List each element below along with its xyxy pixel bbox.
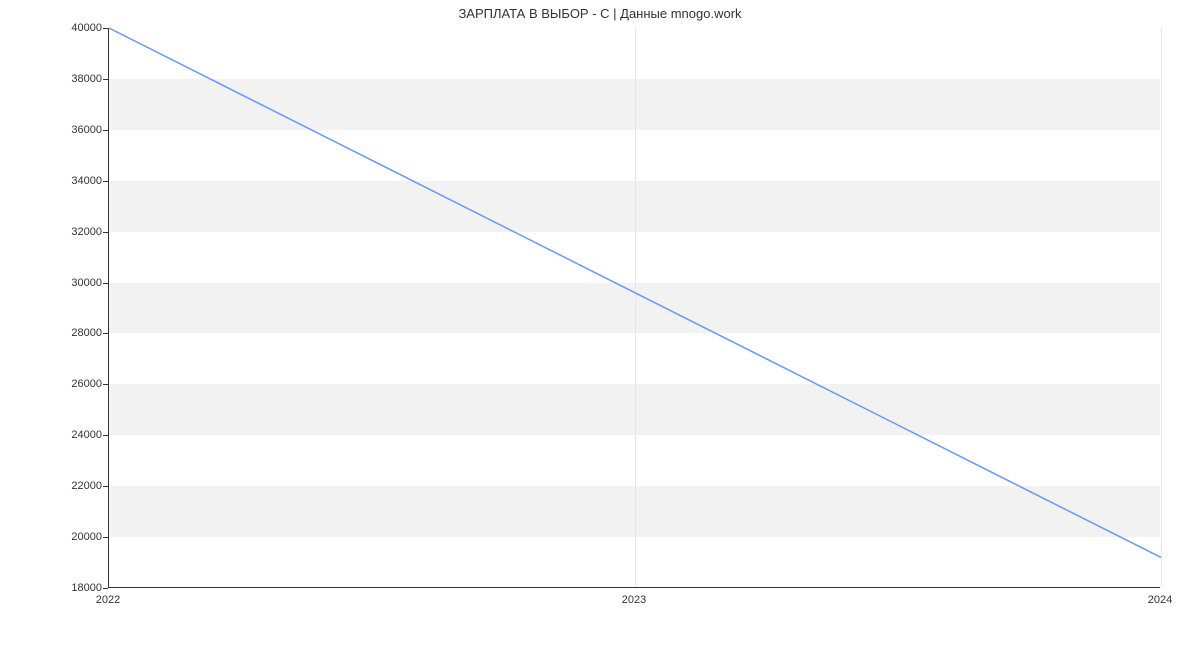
y-axis-tick-mark: [103, 537, 108, 538]
y-axis-tick-label: 18000: [42, 582, 102, 594]
plot-area: [108, 28, 1160, 588]
y-axis-tick-label: 32000: [42, 226, 102, 238]
y-axis-tick-label: 22000: [42, 480, 102, 492]
y-axis-tick-mark: [103, 435, 108, 436]
y-axis-tick-label: 28000: [42, 327, 102, 339]
x-axis-tick-label: 2024: [1148, 594, 1172, 606]
y-axis-tick-label: 20000: [42, 531, 102, 543]
y-axis-tick-label: 34000: [42, 175, 102, 187]
y-axis-tick-mark: [103, 130, 108, 131]
y-axis-tick-label: 36000: [42, 124, 102, 136]
y-axis-tick-mark: [103, 232, 108, 233]
line-series-layer: [109, 28, 1160, 587]
y-axis-tick-label: 40000: [42, 22, 102, 34]
gridline-vertical: [1161, 28, 1162, 587]
line-series: [109, 28, 1161, 557]
y-axis-tick-mark: [103, 588, 108, 589]
y-axis-tick-label: 30000: [42, 277, 102, 289]
y-axis-tick-mark: [103, 28, 108, 29]
y-axis-tick-mark: [103, 283, 108, 284]
y-axis-tick-label: 26000: [42, 378, 102, 390]
y-axis-tick-mark: [103, 486, 108, 487]
salary-line-chart: ЗАРПЛАТА В ВЫБОР - С | Данные mnogo.work…: [0, 0, 1200, 650]
chart-title: ЗАРПЛАТА В ВЫБОР - С | Данные mnogo.work: [0, 6, 1200, 21]
y-axis-tick-label: 24000: [42, 429, 102, 441]
y-axis-tick-mark: [103, 333, 108, 334]
x-axis-tick-label: 2022: [96, 594, 120, 606]
y-axis-tick-mark: [103, 79, 108, 80]
y-axis-tick-mark: [103, 181, 108, 182]
x-axis-tick-label: 2023: [622, 594, 646, 606]
y-axis-tick-label: 38000: [42, 73, 102, 85]
y-axis-tick-mark: [103, 384, 108, 385]
